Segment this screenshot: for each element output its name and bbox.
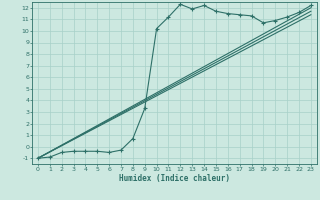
X-axis label: Humidex (Indice chaleur): Humidex (Indice chaleur) <box>119 174 230 183</box>
